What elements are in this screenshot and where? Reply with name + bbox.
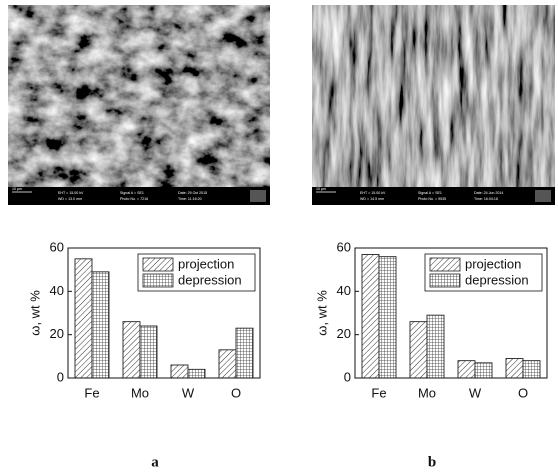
legend-swatch xyxy=(142,273,174,288)
sem-wd: WD = 13.0 mm xyxy=(58,197,82,201)
sem-texture xyxy=(8,5,270,187)
x-tick-label: O xyxy=(518,385,528,400)
sem-photo: Photo No. = 9535 xyxy=(418,197,446,201)
bar xyxy=(457,360,476,379)
bar xyxy=(122,321,141,379)
sem-eht: EHT = 15.00 kV xyxy=(58,191,84,195)
bar xyxy=(361,254,380,379)
x-tick-label: Mo xyxy=(131,385,149,400)
x-tick-label: Fe xyxy=(84,385,99,400)
sem-date: Date: 24 Jun 2014 xyxy=(474,191,503,195)
x-tick-label: Mo xyxy=(418,385,436,400)
axes-frame xyxy=(354,247,548,379)
bar xyxy=(235,327,254,379)
y-tick-label: 20 xyxy=(337,326,351,341)
sem-wd: WD = 14.5 mm xyxy=(360,197,384,201)
bar xyxy=(505,358,524,379)
sem-info-bar xyxy=(8,187,270,205)
y-tick-label: 40 xyxy=(50,283,64,298)
y-tick-label: 0 xyxy=(57,369,64,384)
y-tick-label: 20 xyxy=(50,326,64,341)
x-tick-label: Fe xyxy=(371,385,386,400)
bar xyxy=(74,258,93,379)
sem-logo xyxy=(250,190,266,202)
panel-label: b xyxy=(428,454,436,470)
x-tick-label: W xyxy=(182,385,195,400)
sem-photo: Photo No. = 7216 xyxy=(120,197,148,201)
sem-date: Date: 29 Oct 2015 xyxy=(178,191,207,195)
bar xyxy=(218,349,237,379)
bar xyxy=(409,321,428,379)
bar xyxy=(91,271,110,379)
sem-eht: EHT = 15.00 kV xyxy=(360,191,386,195)
x-tick-label: O xyxy=(231,385,241,400)
y-tick-label: 60 xyxy=(337,239,351,254)
axes-frame xyxy=(67,247,261,379)
sem-texture xyxy=(312,5,555,187)
sem-scale: 10 µm xyxy=(12,187,22,191)
y-tick-label: 40 xyxy=(337,283,351,298)
y-axis-label: ω, wt % xyxy=(27,290,42,336)
sem-info-bar xyxy=(312,187,555,205)
legend-swatch xyxy=(429,257,461,272)
y-tick-label: 60 xyxy=(50,239,64,254)
y-axis-label: ω, wt % xyxy=(314,290,329,336)
legend-swatch xyxy=(142,257,174,272)
legend-label: projection xyxy=(465,256,521,271)
sem-signal: Signal A = SE1 xyxy=(120,191,144,195)
bar xyxy=(426,314,445,379)
sem-image-a: 10 µm EHT = 15.00 kV WD = 13.0 mm Signal… xyxy=(8,5,270,205)
bar xyxy=(378,256,397,379)
sem-logo xyxy=(535,190,551,202)
legend-label: projection xyxy=(178,256,234,271)
bar xyxy=(474,362,493,379)
x-tick-label: W xyxy=(469,385,482,400)
sem-image-b: 10 µm EHT = 15.00 kV WD = 14.5 mm Signal… xyxy=(312,5,555,205)
panel-label: a xyxy=(151,454,159,470)
bar xyxy=(522,360,541,379)
bar xyxy=(170,364,189,379)
sem-time: Time: 16:04:18 xyxy=(474,197,498,201)
legend-label: depression xyxy=(178,272,242,287)
sem-time: Time: 11:16:20 xyxy=(178,197,202,201)
sem-scale: 10 µm xyxy=(316,187,326,191)
y-tick-label: 0 xyxy=(344,369,351,384)
sem-signal: Signal A = SE1 xyxy=(418,191,442,195)
bar xyxy=(187,368,206,379)
bar xyxy=(139,325,158,379)
legend-label: depression xyxy=(465,272,529,287)
legend-swatch xyxy=(429,273,461,288)
